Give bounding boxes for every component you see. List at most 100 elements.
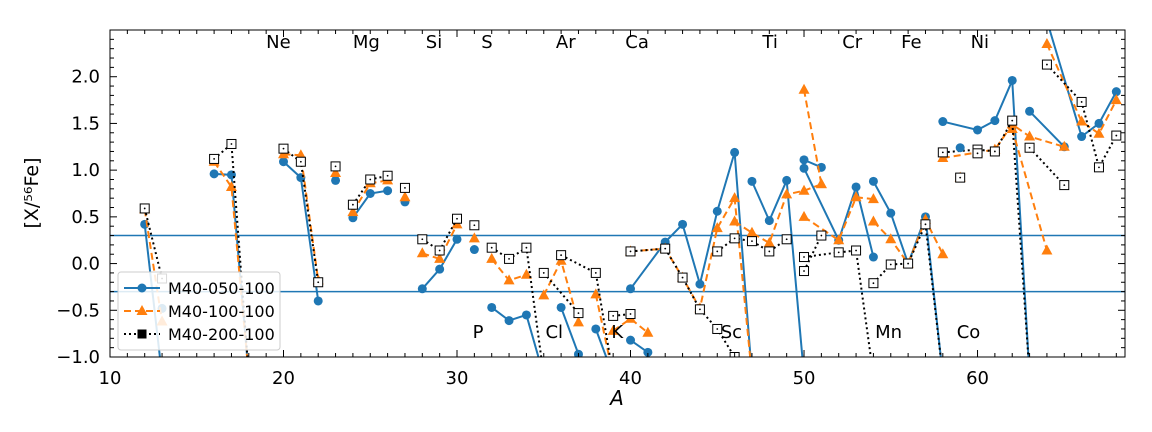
data-point-center — [1115, 134, 1118, 137]
data-point — [435, 264, 445, 274]
data-point — [330, 166, 342, 177]
data-point-center — [525, 246, 528, 249]
data-point-center — [438, 249, 441, 252]
data-point — [798, 184, 810, 195]
data-point-center — [1046, 63, 1048, 66]
data-point — [712, 206, 722, 216]
series-line — [560, 307, 580, 355]
data-point — [798, 83, 810, 94]
data-point-center — [1011, 119, 1014, 122]
data-point — [399, 191, 411, 202]
y-tick-label: −0.5 — [56, 300, 100, 321]
data-point-center — [716, 328, 719, 330]
series-line — [1046, 43, 1118, 136]
data-point — [868, 252, 878, 262]
data-point — [937, 248, 949, 259]
data-point-center — [889, 263, 892, 266]
series-line — [630, 247, 736, 357]
series-line — [716, 237, 788, 253]
series-line — [491, 306, 540, 357]
data-point-center — [542, 272, 545, 274]
y-tick-label: −1.0 — [56, 347, 100, 368]
data-point — [868, 176, 878, 186]
data-point — [209, 169, 219, 179]
element-label: Cr — [842, 32, 863, 53]
data-point — [331, 175, 341, 185]
data-point — [1042, 16, 1051, 25]
series-line — [1028, 147, 1066, 186]
data-point — [626, 284, 636, 294]
series-line — [734, 183, 822, 245]
data-point-center — [404, 186, 406, 189]
data-point-center — [941, 151, 944, 154]
series-line — [1048, 30, 1118, 139]
data-point-center — [664, 247, 667, 250]
data-point-center — [612, 314, 615, 317]
data-point — [1041, 244, 1053, 255]
x-tick-label: 60 — [966, 368, 989, 389]
data-point — [729, 215, 741, 226]
data-point — [867, 215, 879, 226]
legend-marker — [137, 329, 147, 339]
data-point-center — [872, 282, 875, 285]
x-axis-label: A — [608, 386, 624, 410]
data-point — [973, 125, 983, 135]
element-label: Fe — [901, 32, 921, 53]
y-tick-label: 0.0 — [71, 254, 100, 275]
data-point-center — [1063, 184, 1066, 186]
data-point — [607, 324, 619, 335]
data-point-center — [352, 203, 354, 206]
data-point-center — [473, 224, 476, 227]
data-point — [538, 289, 550, 300]
series-line — [594, 328, 608, 357]
data-point-center — [456, 217, 458, 220]
data-point — [626, 335, 636, 345]
data-point-center — [629, 313, 632, 315]
data-point — [572, 316, 584, 327]
data-point-center — [213, 158, 216, 160]
legend-label: M40-050-100 — [168, 279, 275, 298]
data-point — [486, 252, 498, 263]
data-point-center — [681, 276, 684, 279]
data-point-center — [230, 143, 233, 145]
data-point-center — [803, 256, 805, 258]
data-point — [938, 117, 948, 127]
series-line — [422, 223, 458, 261]
data-point-center — [629, 250, 632, 253]
data-point-center — [924, 223, 927, 226]
data-point — [347, 206, 359, 217]
data-point — [799, 155, 809, 165]
element-labels: Ne Mg Si S Ar Ca Ti Cr Fe Ni P Cl K Sc Mn Co — [266, 32, 989, 343]
data-point — [798, 210, 810, 221]
data-point — [643, 347, 653, 357]
series-line — [1046, 63, 1118, 171]
legend: M40-050-100 M40-100-100 M40-200-100 — [117, 271, 281, 351]
data-point — [468, 232, 480, 243]
data-point — [729, 192, 741, 203]
element-label: Sc — [721, 322, 742, 343]
data-point-center — [837, 251, 840, 254]
x-tick-label: 10 — [99, 368, 122, 389]
series-line — [282, 160, 320, 302]
data-point — [764, 216, 774, 226]
data-point — [591, 324, 601, 334]
data-point — [850, 191, 862, 202]
data-point — [782, 175, 792, 185]
data-point-center — [143, 207, 146, 210]
data-point-center — [716, 250, 719, 253]
series-0 — [140, 16, 1121, 357]
series-line — [560, 254, 612, 357]
series-line — [1011, 128, 1048, 251]
data-point — [137, 283, 147, 293]
data-point-center — [299, 160, 302, 163]
data-point — [504, 316, 514, 326]
data-point-center — [907, 262, 910, 265]
data-point — [955, 143, 965, 153]
data-point — [1058, 140, 1070, 151]
data-point-center — [594, 272, 597, 274]
legend-box — [117, 271, 281, 351]
data-point-center — [751, 240, 753, 243]
series-line — [872, 217, 944, 266]
data-point-center — [317, 281, 320, 284]
